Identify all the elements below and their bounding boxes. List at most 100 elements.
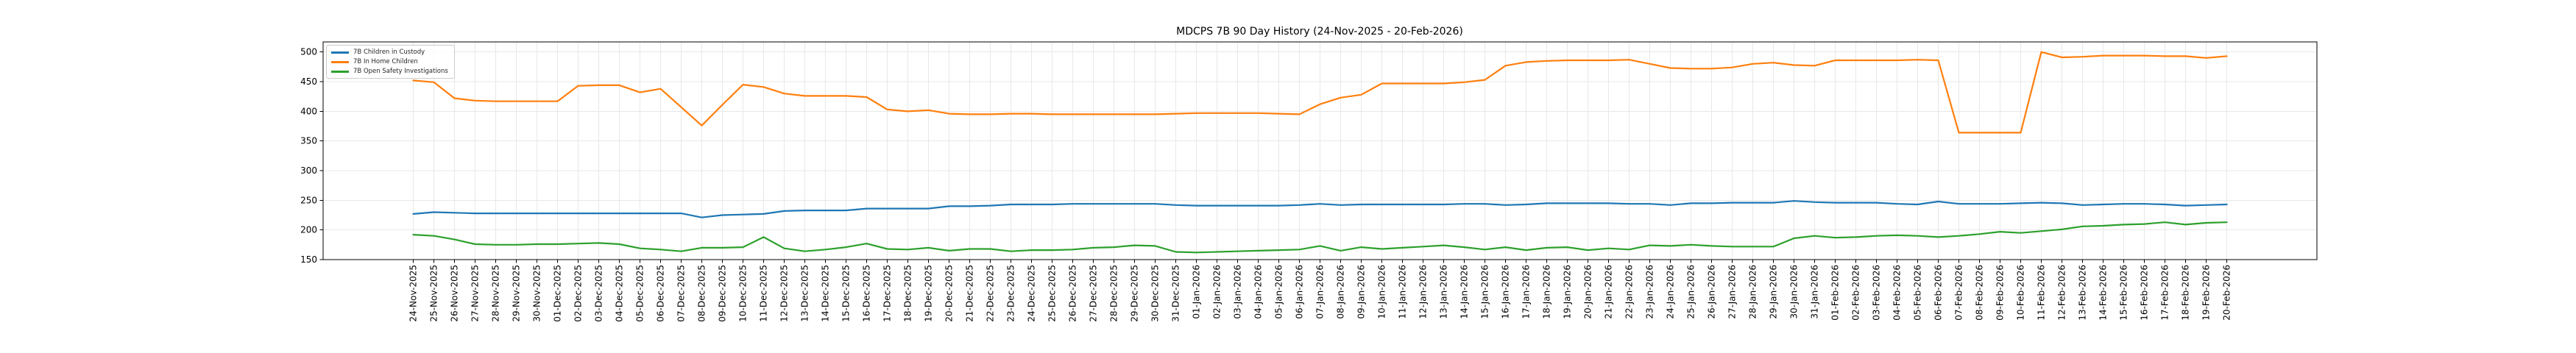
x-tick-label: 01-Jan-2026	[1192, 265, 1202, 319]
x-tick-label: 21-Jan-2026	[1604, 265, 1614, 319]
x-tick-label: 22-Dec-2025	[986, 265, 996, 322]
y-tick-label: 200	[300, 225, 317, 235]
x-tick-label: 14-Feb-2026	[2098, 265, 2109, 321]
chart-title: MDCPS 7B 90 Day History (24-Nov-2025 - 2…	[1176, 26, 1463, 38]
x-tick-label: 17-Jan-2026	[1521, 265, 1532, 319]
x-tick-label: 10-Feb-2026	[2016, 265, 2026, 321]
x-tick-label: 08-Dec-2025	[697, 265, 707, 322]
x-tick-label: 21-Dec-2025	[965, 265, 975, 322]
x-tick-label: 07-Dec-2025	[676, 265, 687, 322]
x-tick-label: 12-Dec-2025	[779, 265, 790, 322]
x-tick-label: 02-Feb-2026	[1851, 265, 1861, 321]
x-tick-label: 09-Dec-2025	[718, 265, 728, 322]
x-tick-label: 26-Dec-2025	[1068, 265, 1078, 322]
x-tick-label: 25-Nov-2025	[429, 265, 439, 322]
legend-item-2: 7B In Home Children	[331, 58, 448, 65]
series-lines	[412, 51, 2228, 254]
axes	[319, 41, 2318, 263]
x-tick-label: 15-Feb-2026	[2119, 265, 2129, 321]
series-line-7b-open-safety-investigations	[412, 221, 2228, 254]
gridlines	[323, 42, 2317, 260]
x-tick-label: 07-Feb-2026	[1954, 265, 1964, 321]
x-tick-label: 04-Feb-2026	[1892, 265, 1903, 321]
legend-line-swatch	[331, 60, 349, 63]
legend-label: 7B In Home Children	[353, 58, 418, 65]
x-tick-label: 04-Dec-2025	[615, 265, 625, 322]
legend: 7B Children in Custody 7B In Home Childre…	[326, 45, 455, 79]
x-tick-label: 13-Feb-2026	[2078, 265, 2088, 321]
x-tick-label: 04-Jan-2026	[1253, 265, 1264, 319]
x-tick-label: 31-Dec-2025	[1171, 265, 1181, 322]
x-tick-label: 29-Jan-2026	[1769, 265, 1779, 319]
legend-label: 7B Children in Custody	[353, 49, 425, 56]
x-tick-label: 24-Jan-2026	[1666, 265, 1676, 319]
x-tick-label: 18-Jan-2026	[1542, 265, 1552, 319]
x-tick-label: 29-Nov-2025	[512, 265, 522, 322]
x-tick-label: 11-Dec-2025	[759, 265, 769, 322]
x-tick-label: 18-Feb-2026	[2181, 265, 2191, 321]
x-tick-label: 16-Jan-2026	[1501, 265, 1511, 319]
x-tick-label: 02-Jan-2026	[1212, 265, 1222, 319]
x-tick-label: 16-Dec-2025	[862, 265, 872, 322]
x-tick-label: 25-Dec-2025	[1047, 265, 1058, 322]
x-tick-label: 06-Feb-2026	[1933, 265, 1944, 321]
x-tick-label: 08-Jan-2026	[1336, 265, 1346, 319]
x-tick-label: 20-Dec-2025	[944, 265, 955, 322]
legend-line-swatch	[331, 70, 349, 73]
x-tick-label: 07-Jan-2026	[1315, 265, 1326, 319]
x-tick-label: 30-Jan-2026	[1789, 265, 1800, 319]
series-line-7b-children-in-custody	[412, 200, 2228, 218]
x-tick-label: 05-Jan-2026	[1274, 265, 1284, 319]
legend-label: 7B Open Safety Investigations	[353, 68, 448, 75]
x-tick-label: 11-Jan-2026	[1398, 265, 1408, 319]
x-tick-label: 09-Jan-2026	[1356, 265, 1367, 319]
x-tick-label: 15-Jan-2026	[1480, 265, 1490, 319]
x-tick-label: 09-Feb-2026	[1995, 265, 2006, 321]
y-tick-label: 250	[300, 195, 317, 205]
x-tick-label: 26-Nov-2025	[450, 265, 460, 322]
x-tick-label: 19-Jan-2026	[1563, 265, 1573, 319]
x-tick-label: 11-Feb-2026	[2037, 265, 2047, 321]
x-tick-label: 20-Jan-2026	[1583, 265, 1593, 319]
x-tick-label: 01-Dec-2025	[553, 265, 563, 322]
x-tick-label: 25-Jan-2026	[1686, 265, 1696, 319]
y-tick-label: 450	[300, 76, 317, 87]
legend-item-1: 7B Children in Custody	[331, 49, 448, 56]
x-tick-label: 28-Jan-2026	[1748, 265, 1758, 319]
x-tick-label: 19-Feb-2026	[2201, 265, 2212, 321]
y-tick-label: 350	[300, 136, 317, 146]
x-tick-label: 22-Jan-2026	[1624, 265, 1635, 319]
x-tick-label: 28-Dec-2025	[1109, 265, 1119, 322]
x-tick-label: 03-Feb-2026	[1872, 265, 1882, 321]
y-tick-label: 150	[300, 254, 317, 265]
x-tick-label: 05-Feb-2026	[1913, 265, 1923, 321]
y-tick-label: 400	[300, 106, 317, 116]
x-tick-label: 31-Jan-2026	[1810, 265, 1820, 319]
x-tick-label: 30-Dec-2025	[1150, 265, 1161, 322]
x-tick-label: 12-Feb-2026	[2057, 265, 2067, 321]
x-tick-label: 05-Dec-2025	[635, 265, 645, 322]
x-tick-label: 30-Nov-2025	[532, 265, 542, 322]
x-tick-label: 13-Dec-2025	[800, 265, 810, 322]
x-tick-label: 13-Jan-2026	[1439, 265, 1449, 319]
x-tick-label: 26-Jan-2026	[1707, 265, 1717, 319]
x-tick-label: 08-Feb-2026	[1975, 265, 1985, 321]
x-tick-label: 29-Dec-2025	[1130, 265, 1140, 322]
tick-labels: 24-Nov-2025 25-Nov-2025 26-Nov-2025 27-Nov-…	[300, 47, 2232, 322]
x-tick-label: 06-Jan-2026	[1295, 265, 1305, 319]
x-tick-label: 12-Jan-2026	[1418, 265, 1429, 319]
x-tick-label: 24-Dec-2025	[1027, 265, 1037, 322]
x-tick-label: 23-Dec-2025	[1006, 265, 1016, 322]
x-tick-label: 20-Feb-2026	[2222, 265, 2232, 321]
x-tick-label: 18-Dec-2025	[903, 265, 913, 322]
x-tick-label: 02-Dec-2025	[573, 265, 584, 322]
x-tick-label: 27-Dec-2025	[1089, 265, 1099, 322]
x-tick-label: 01-Feb-2026	[1830, 265, 1841, 321]
x-tick-label: 23-Jan-2026	[1645, 265, 1655, 319]
x-tick-label: 28-Nov-2025	[491, 265, 501, 322]
x-tick-label: 16-Feb-2026	[2140, 265, 2150, 321]
legend-line-swatch	[331, 51, 349, 54]
y-tick-label: 300	[300, 165, 317, 176]
